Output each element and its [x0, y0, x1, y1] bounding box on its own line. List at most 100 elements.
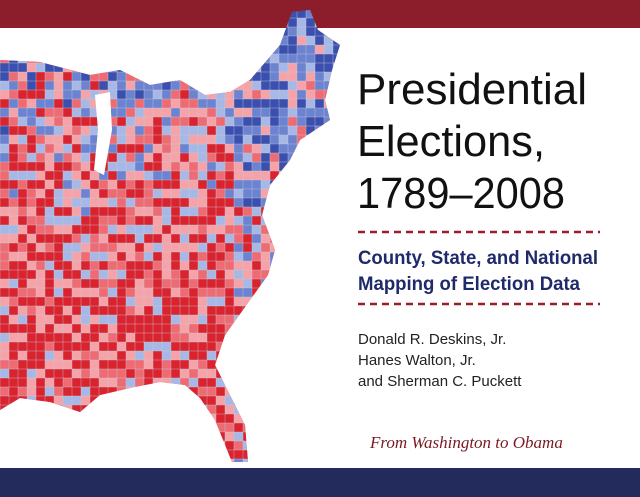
county-cell	[44, 125, 55, 136]
county-cell	[296, 305, 307, 316]
county-cell	[98, 413, 109, 424]
county-cell	[0, 224, 10, 235]
county-cell	[197, 53, 208, 64]
county-cell	[296, 53, 307, 64]
county-cell	[314, 35, 325, 46]
county-cell	[116, 323, 127, 334]
county-cell	[314, 431, 325, 442]
county-cell	[107, 53, 118, 64]
county-cell	[305, 323, 316, 334]
county-cell	[224, 197, 235, 208]
county-cell	[269, 350, 280, 361]
county-cell	[26, 260, 37, 271]
county-cell	[242, 71, 253, 82]
county-cell	[296, 413, 307, 424]
county-cell	[188, 134, 199, 145]
county-cell	[296, 197, 307, 208]
county-cell	[233, 386, 244, 397]
county-cell	[278, 80, 289, 91]
county-cell	[197, 197, 208, 208]
county-cell	[342, 99, 352, 109]
county-cell	[98, 26, 109, 37]
county-cell	[116, 98, 127, 109]
county-cell	[107, 440, 118, 451]
county-cell	[314, 359, 325, 370]
county-cell	[233, 377, 244, 388]
county-cell	[89, 323, 100, 334]
county-cell	[26, 89, 37, 100]
county-cell	[170, 71, 181, 82]
county-cell	[296, 161, 307, 172]
county-cell	[179, 359, 190, 370]
county-cell	[206, 242, 217, 253]
county-cell	[251, 89, 262, 100]
county-cell	[332, 188, 340, 199]
subtitle-line: Mapping of Election Data	[358, 274, 580, 295]
county-cell	[342, 153, 352, 163]
county-cell	[152, 143, 163, 154]
county-cell	[62, 377, 73, 388]
county-cell	[80, 161, 91, 172]
county-cell	[251, 188, 262, 199]
county-cell	[170, 215, 181, 226]
county-cell	[116, 161, 127, 172]
county-cell	[296, 206, 307, 217]
county-cell	[71, 224, 82, 235]
county-cell	[161, 215, 172, 226]
county-cell	[80, 44, 91, 55]
county-cell	[26, 278, 37, 289]
county-cell	[287, 449, 298, 460]
county-cell	[53, 206, 64, 217]
county-cell	[305, 80, 316, 91]
county-cell	[125, 71, 136, 82]
county-cell	[224, 314, 235, 325]
county-cell	[206, 413, 217, 424]
county-cell	[44, 377, 55, 388]
county-cell	[242, 404, 253, 415]
county-cell	[35, 188, 46, 199]
county-cell	[242, 179, 253, 190]
county-cell	[251, 62, 262, 73]
county-cell	[296, 35, 307, 46]
county-cell	[161, 440, 172, 451]
county-cell	[134, 215, 145, 226]
county-cell	[0, 332, 10, 343]
county-cell	[35, 125, 46, 136]
county-cell	[287, 296, 298, 307]
county-cell	[323, 386, 334, 397]
county-cell	[17, 278, 28, 289]
county-cell	[197, 368, 208, 379]
county-cell	[44, 44, 55, 55]
county-cell	[143, 287, 154, 298]
county-cell	[233, 107, 244, 118]
county-cell	[134, 350, 145, 361]
county-cell	[26, 197, 37, 208]
county-cell	[53, 26, 64, 37]
county-cell	[44, 251, 55, 262]
county-cell	[323, 206, 334, 217]
county-cell	[314, 440, 325, 451]
county-cell	[323, 233, 334, 244]
county-cell	[71, 404, 82, 415]
county-cell	[125, 386, 136, 397]
county-cell	[98, 242, 109, 253]
county-cell	[197, 269, 208, 280]
county-cell	[278, 179, 289, 190]
county-cell	[260, 269, 271, 280]
title-line: Presidential	[357, 65, 587, 114]
county-cell	[314, 206, 325, 217]
county-cell	[242, 323, 253, 334]
county-cell	[107, 404, 118, 415]
county-cell	[71, 296, 82, 307]
county-cell	[8, 278, 19, 289]
county-cell	[98, 215, 109, 226]
county-cell	[89, 224, 100, 235]
county-cell	[224, 458, 235, 462]
county-cell	[170, 287, 181, 298]
county-cell	[215, 35, 226, 46]
county-cell	[0, 368, 10, 379]
county-cell	[332, 395, 340, 406]
county-cell	[161, 224, 172, 235]
county-cell	[0, 269, 10, 280]
county-cell	[71, 134, 82, 145]
